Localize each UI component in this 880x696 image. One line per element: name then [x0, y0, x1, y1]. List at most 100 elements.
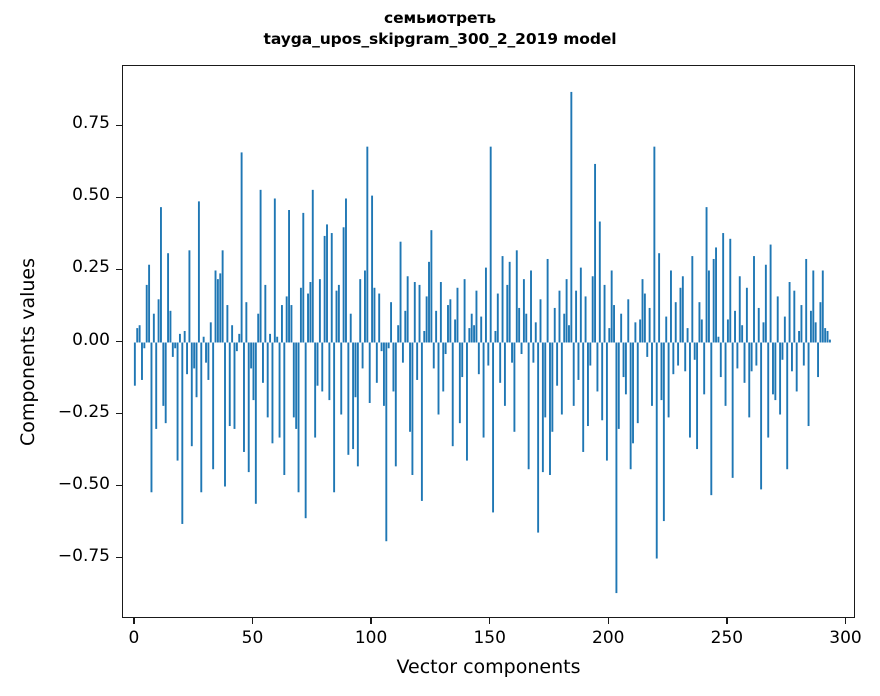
bar — [793, 290, 796, 343]
bar — [551, 342, 554, 432]
bar — [176, 342, 179, 461]
plot-area — [123, 66, 854, 617]
bar — [753, 256, 755, 343]
bar — [624, 342, 627, 395]
bar — [437, 342, 440, 415]
bar — [392, 342, 395, 392]
bar — [359, 279, 362, 343]
bar — [636, 342, 639, 424]
bar — [316, 342, 319, 386]
bar — [779, 342, 782, 415]
bar — [601, 342, 604, 421]
x-tick-label: 50 — [241, 628, 264, 648]
y-axis-label: Components values — [17, 257, 39, 447]
bar — [741, 325, 744, 343]
bar — [769, 244, 772, 343]
x-tick-mark — [726, 618, 728, 624]
bar — [247, 342, 250, 473]
y-tick-label: −0.25 — [57, 401, 110, 422]
bar — [501, 256, 504, 343]
bar — [546, 258, 549, 343]
bar — [231, 325, 234, 343]
bar — [677, 342, 680, 366]
bar — [489, 146, 492, 343]
bar — [167, 253, 170, 343]
bar — [589, 342, 592, 366]
bar — [435, 310, 438, 343]
bar — [468, 328, 471, 343]
bar — [292, 342, 295, 418]
bar — [456, 287, 459, 343]
bar — [345, 198, 347, 343]
bar — [608, 328, 611, 343]
bar — [691, 256, 694, 343]
bar — [162, 342, 165, 406]
bar — [660, 342, 663, 401]
bar — [352, 342, 355, 450]
bar — [401, 342, 404, 363]
bar — [155, 342, 158, 429]
bar — [553, 307, 556, 343]
bar — [257, 313, 260, 343]
bar — [584, 296, 587, 343]
bar — [264, 284, 267, 343]
bar — [525, 313, 528, 343]
bar — [205, 342, 207, 363]
bar — [587, 342, 589, 427]
bar — [283, 342, 286, 475]
bar — [681, 276, 684, 343]
bar — [326, 224, 328, 343]
bar — [371, 195, 374, 343]
chart-title: семьиотреть tayga_upos_skipgram_300_2_20… — [0, 8, 880, 50]
bar — [442, 342, 445, 392]
bar — [349, 313, 352, 343]
bar — [665, 316, 668, 343]
y-tick-mark — [116, 412, 122, 415]
bar — [411, 342, 414, 475]
bar — [651, 342, 653, 406]
bar — [494, 330, 497, 343]
y-tick-label: 0.50 — [72, 185, 110, 206]
bar — [791, 342, 793, 372]
bar — [271, 342, 274, 444]
bar — [646, 342, 649, 357]
x-tick-mark — [251, 618, 254, 624]
bar — [684, 342, 687, 372]
bar — [174, 342, 177, 349]
bar — [252, 342, 255, 401]
bar — [496, 293, 499, 343]
bar — [722, 233, 725, 343]
bar — [700, 319, 703, 343]
bar — [620, 313, 623, 343]
bar — [318, 279, 321, 343]
bar — [605, 342, 608, 461]
x-tick-label: 0 — [128, 628, 140, 648]
bar — [487, 342, 490, 366]
bar — [805, 258, 808, 343]
bar — [337, 284, 340, 343]
bar — [290, 305, 293, 343]
y-tick-mark — [116, 124, 122, 127]
bar — [269, 333, 272, 343]
bar — [530, 270, 532, 343]
bar — [679, 287, 682, 343]
bar — [404, 310, 407, 343]
bar — [387, 342, 390, 349]
bar — [356, 342, 359, 467]
bar — [731, 342, 734, 478]
bar — [328, 342, 331, 401]
bar — [556, 342, 559, 386]
bar — [254, 342, 257, 504]
bar — [454, 319, 457, 343]
bar — [304, 342, 307, 519]
x-tick-label: 300 — [829, 628, 862, 648]
bar — [470, 313, 473, 343]
bar — [541, 342, 544, 473]
bar — [698, 302, 701, 343]
bar — [364, 270, 366, 343]
bar — [807, 342, 810, 427]
bar — [672, 342, 675, 375]
bar — [492, 342, 495, 513]
bar — [354, 342, 357, 398]
bar — [719, 342, 722, 378]
